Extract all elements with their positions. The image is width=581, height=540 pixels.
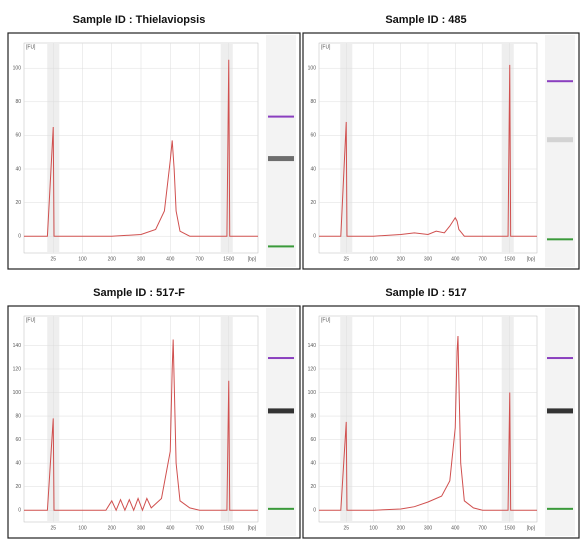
gel-lane <box>266 35 296 267</box>
gel-band-upper <box>268 357 294 359</box>
y-tick-label: 0 <box>313 508 316 514</box>
panel-title: Sample ID : 517 <box>385 287 466 299</box>
y-tick-label: 140 <box>308 343 317 349</box>
y-axis-label: [FU] <box>321 317 331 323</box>
x-tick-label: 25 <box>50 256 56 262</box>
y-tick-label: 40 <box>310 166 316 172</box>
gel-lane <box>266 308 296 536</box>
x-tick-label: 25 <box>343 256 349 262</box>
gel-band-sample <box>547 137 573 142</box>
y-tick-label: 40 <box>15 166 21 172</box>
x-tick-label: 400 <box>166 256 175 262</box>
y-tick-label: 0 <box>313 234 316 240</box>
x-tick-label: 300 <box>424 256 433 262</box>
y-tick-label: 20 <box>310 484 316 490</box>
panel-title: Sample ID : 485 <box>385 14 466 26</box>
y-axis-label: [FU] <box>26 44 36 50</box>
y-axis-label: [FU] <box>321 44 331 50</box>
y-tick-label: 60 <box>310 437 316 443</box>
y-tick-label: 100 <box>13 66 22 72</box>
y-axis-label: [FU] <box>26 317 36 323</box>
y-tick-label: 80 <box>310 99 316 105</box>
y-tick-label: 20 <box>15 484 21 490</box>
marker-band <box>502 316 514 522</box>
x-tick-label: 300 <box>424 525 433 531</box>
x-axis-label: [bp] <box>248 256 257 262</box>
x-axis-label: [bp] <box>527 525 536 531</box>
x-tick-label: 200 <box>397 256 406 262</box>
x-tick-label: 100 <box>369 525 378 531</box>
x-tick-label: 100 <box>78 525 87 531</box>
x-tick-label: 400 <box>451 256 460 262</box>
gel-band-sample <box>268 156 294 161</box>
y-tick-label: 120 <box>308 366 317 372</box>
x-tick-label: 1500 <box>223 525 234 531</box>
x-tick-label: 700 <box>478 525 487 531</box>
y-tick-label: 120 <box>13 366 22 372</box>
y-tick-label: 80 <box>15 99 21 105</box>
y-tick-label: 80 <box>15 413 21 419</box>
x-tick-label: 700 <box>195 525 204 531</box>
x-tick-label: 300 <box>137 256 146 262</box>
x-tick-label: 1500 <box>223 256 234 262</box>
y-tick-label: 100 <box>13 390 22 396</box>
x-tick-label: 1500 <box>504 525 515 531</box>
gel-band-lower <box>268 245 294 247</box>
y-tick-label: 40 <box>310 460 316 466</box>
gel-band-lower <box>268 508 294 510</box>
y-tick-label: 60 <box>310 133 316 139</box>
y-tick-label: 140 <box>13 343 22 349</box>
y-tick-label: 20 <box>310 200 316 206</box>
x-tick-label: 25 <box>343 525 349 531</box>
gel-band-lower <box>547 238 573 240</box>
x-tick-label: 200 <box>108 525 117 531</box>
x-tick-label: 700 <box>195 256 204 262</box>
gel-band-upper <box>547 357 573 359</box>
x-axis-label: [bp] <box>527 256 536 262</box>
y-tick-label: 80 <box>310 413 316 419</box>
y-tick-label: 60 <box>15 133 21 139</box>
gel-lane <box>545 308 575 536</box>
gel-lane <box>545 35 575 267</box>
gel-band-lower <box>547 508 573 510</box>
y-tick-label: 100 <box>308 66 317 72</box>
gel-band-upper <box>547 80 573 82</box>
x-axis-label: [bp] <box>248 525 257 531</box>
y-tick-label: 0 <box>18 508 21 514</box>
gel-band-upper <box>268 116 294 118</box>
x-tick-label: 700 <box>478 256 487 262</box>
x-tick-label: 100 <box>78 256 87 262</box>
figure: Sample ID : Thielaviopsis 0 20 40 60 80 100 25 1… <box>0 0 581 540</box>
x-tick-label: 400 <box>451 525 460 531</box>
y-tick-label: 60 <box>15 437 21 443</box>
x-tick-label: 300 <box>137 525 146 531</box>
x-tick-label: 25 <box>50 525 56 531</box>
y-tick-label: 0 <box>18 234 21 240</box>
gel-band-sample <box>547 408 573 413</box>
gel-band-sample <box>268 408 294 413</box>
x-tick-label: 400 <box>166 525 175 531</box>
x-tick-label: 200 <box>108 256 117 262</box>
y-tick-label: 20 <box>15 200 21 206</box>
y-tick-label: 40 <box>15 460 21 466</box>
x-tick-label: 1500 <box>504 256 515 262</box>
y-tick-label: 100 <box>308 390 317 396</box>
panel-title: Sample ID : 517-F <box>93 287 185 299</box>
x-tick-label: 200 <box>397 525 406 531</box>
x-tick-label: 100 <box>369 256 378 262</box>
panel-title: Sample ID : Thielaviopsis <box>73 14 206 26</box>
